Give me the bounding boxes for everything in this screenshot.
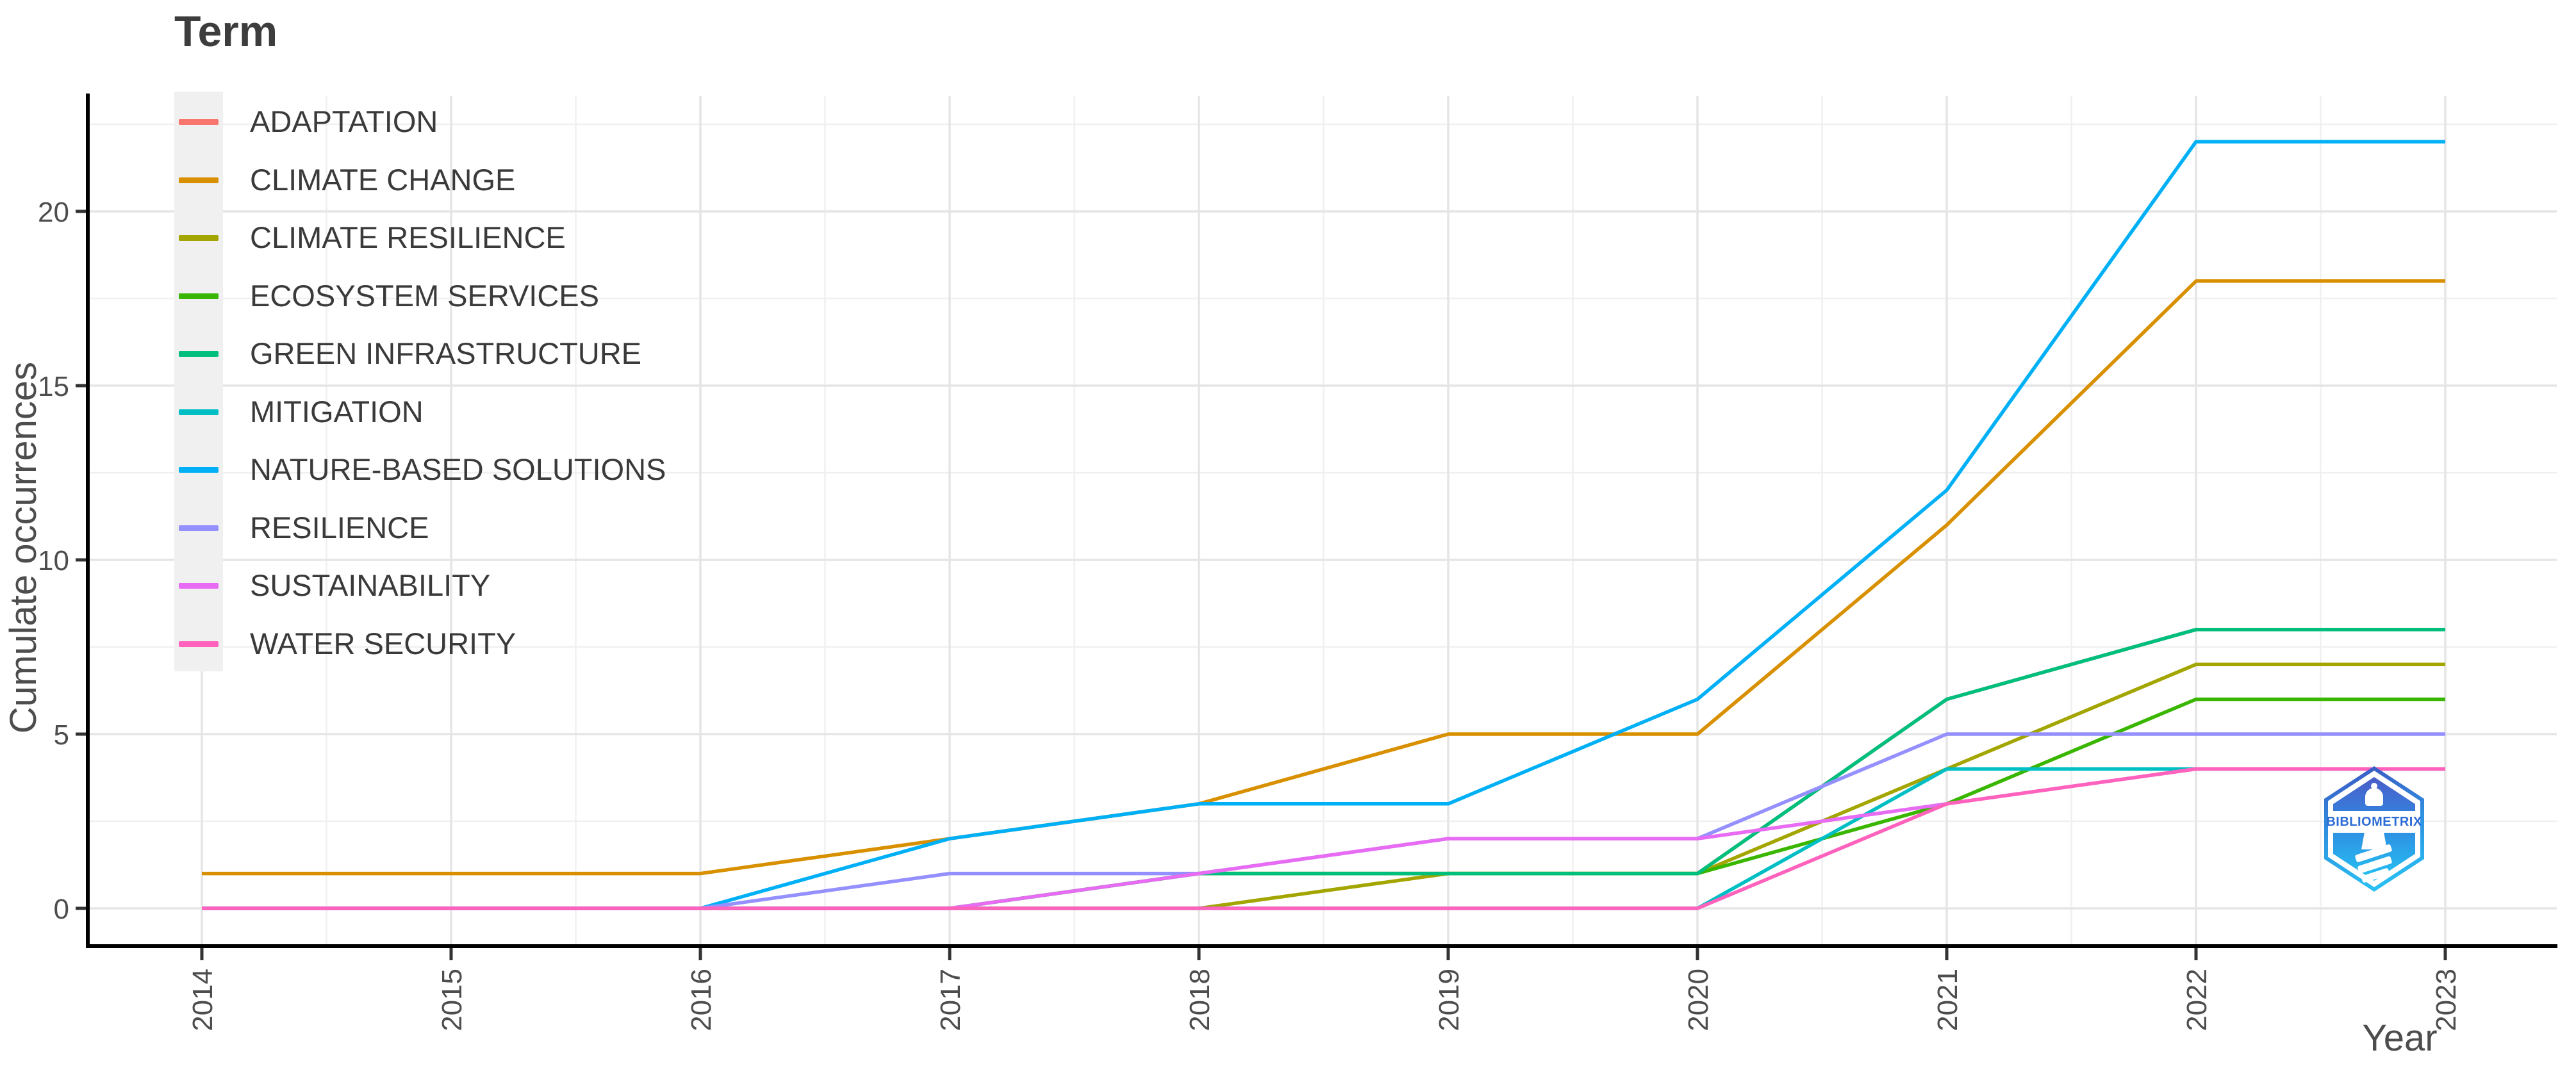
x-tick-label: 2017 (935, 969, 966, 1031)
y-tick-label: 5 (54, 719, 69, 751)
legend-key (174, 267, 223, 325)
legend-key (174, 557, 223, 614)
gridlines (90, 96, 2557, 946)
legend-item-label: ECOSYSTEM SERVICES (250, 278, 599, 313)
legend-item: NATURE-BASED SOLUTIONS (174, 441, 879, 498)
legend-item-label: CLIMATE CHANGE (250, 162, 516, 197)
logo-band: BIBLIOMETRIX (2326, 811, 2422, 833)
legend-item: ECOSYSTEM SERVICES (174, 267, 879, 325)
legend-color-line (179, 409, 219, 415)
logo-wordmark: BIBLIOMETRIX (2326, 814, 2422, 829)
legend-key (174, 383, 223, 441)
legend-color-line (179, 525, 219, 531)
x-tick-labels: 2014 2015 2016 2017 2018 2019 2020 2021 2022 2023 (187, 969, 2462, 1031)
legend-color-line (179, 235, 219, 241)
legend-key (174, 325, 223, 382)
legend-item-label: WATER SECURITY (250, 626, 516, 660)
legend-key (174, 209, 223, 266)
legend-item-label: GREEN INFRASTRUCTURE (250, 336, 642, 370)
legend-key (174, 93, 223, 151)
x-axis-title: Year (2362, 1017, 2437, 1059)
y-tick-label: 0 (54, 894, 69, 925)
legend-color-line (179, 293, 219, 299)
x-tick-label: 2018 (1184, 969, 1216, 1031)
legend-item: CLIMATE CHANGE (174, 151, 879, 209)
lighthouse-tip-icon (2371, 783, 2377, 789)
x-tick-label: 2021 (1932, 969, 1963, 1031)
legend-item: SUSTAINABILITY (174, 557, 879, 614)
legend-title: Term (174, 7, 278, 56)
y-axis-title: Cumulate occurrences (3, 362, 44, 733)
x-tick-label: 2022 (2181, 969, 2213, 1031)
legend-item-label: ADAPTATION (250, 104, 438, 138)
axis-lines (86, 94, 2557, 948)
legend-item-label: SUSTAINABILITY (250, 568, 491, 602)
legend-keys-strip (174, 92, 223, 671)
legend-color-line (179, 351, 219, 357)
x-tick-label: 2019 (1433, 969, 1465, 1031)
x-tick-label: 2023 (2431, 969, 2462, 1031)
y-tick-label: 20 (38, 197, 69, 228)
legend-color-line (179, 177, 219, 183)
legend-item: GREEN INFRASTRUCTURE (174, 325, 879, 382)
legend-color-line (179, 583, 219, 589)
legend-item-label: MITIGATION (250, 394, 424, 429)
legend-item: MITIGATION (174, 383, 879, 441)
legend-item-label: RESILIENCE (250, 510, 429, 544)
x-tick-label: 2020 (1683, 969, 1714, 1031)
legend-item-label: CLIMATE RESILIENCE (250, 220, 566, 254)
legend-key (174, 151, 223, 209)
legend-item-label: NATURE-BASED SOLUTIONS (250, 452, 666, 486)
x-tick-label: 2014 (187, 969, 219, 1031)
legend-key (174, 499, 223, 557)
lighthouse-dome-icon (2365, 788, 2383, 806)
legend-color-line (179, 119, 219, 125)
y-tick-label: 10 (38, 545, 69, 577)
legend-item: WATER SECURITY (174, 615, 879, 673)
legend-item: ADAPTATION (174, 93, 879, 151)
bibliometrix-logo: BIBLIOMETRIX (2324, 766, 2424, 892)
legend-key (174, 441, 223, 498)
legend-item: RESILIENCE (174, 499, 879, 557)
legend-color-line (179, 467, 219, 473)
series-line-climate-change (202, 279, 2445, 876)
tick-marks (76, 209, 2447, 960)
series-line-water-security (202, 767, 2445, 910)
legend-key (174, 615, 223, 673)
legend-color-line (179, 641, 219, 647)
x-tick-label: 2015 (436, 969, 468, 1031)
y-tick-label: 15 (38, 371, 69, 402)
x-tick-label: 2016 (686, 969, 717, 1031)
legend-item: CLIMATE RESILIENCE (174, 209, 879, 266)
y-tick-labels: 0 5 10 15 20 (38, 197, 69, 925)
series-lines (202, 140, 2445, 910)
